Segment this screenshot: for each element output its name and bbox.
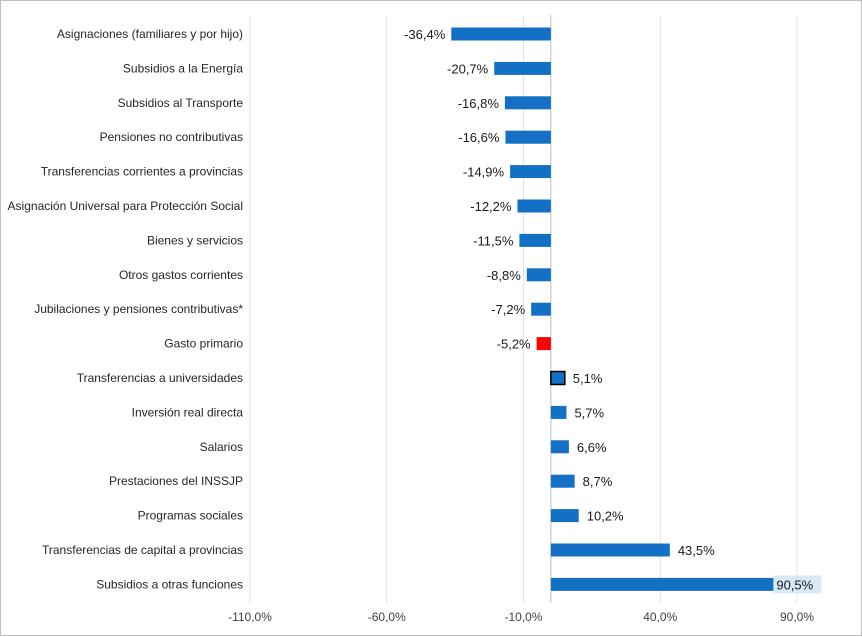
category-label: Otros gastos corrientes <box>119 268 243 282</box>
category-label: Jubilaciones y pensiones contributivas* <box>34 302 243 316</box>
category-label: Gasto primario <box>164 337 243 351</box>
value-label: 5,7% <box>574 405 604 420</box>
value-label: -7,2% <box>491 302 525 317</box>
category-label: Transferencias corrientes a provincias <box>41 165 243 179</box>
value-label: 8,7% <box>583 474 613 489</box>
bar <box>550 405 567 419</box>
bar <box>505 130 551 144</box>
category-label: Subsidios al Transporte <box>118 96 244 110</box>
bar <box>550 543 670 557</box>
bar <box>550 370 566 386</box>
bar <box>536 337 551 351</box>
x-tick-label: -60,0% <box>368 610 406 624</box>
value-label: -36,4% <box>404 27 446 42</box>
category-label: Inversión real directa <box>132 405 244 419</box>
bar <box>550 509 579 523</box>
value-label: -16,6% <box>458 130 500 145</box>
value-label: -16,8% <box>458 96 500 111</box>
category-label: Pensiones no contributivas <box>100 130 243 144</box>
value-label: 43,5% <box>678 543 715 558</box>
value-label: -5,2% <box>497 337 531 352</box>
bar <box>550 440 569 454</box>
category-label: Programas sociales <box>138 509 243 523</box>
bar <box>526 268 551 282</box>
value-label: -12,2% <box>470 199 512 214</box>
bar <box>510 165 551 179</box>
value-label-background <box>773 575 822 594</box>
x-tick-label: -110,0% <box>228 610 272 624</box>
category-label: Transferencias de capital a provincias <box>42 543 243 557</box>
bar <box>550 474 575 488</box>
category-label: Transferencias a universidades <box>77 371 243 385</box>
bar <box>517 199 551 213</box>
value-label: -20,7% <box>447 61 489 76</box>
value-labels: -36,4% -20,7% -16,8% -16,6% -14,9% -12,2% -11,… <box>404 27 822 594</box>
x-tick-labels: -110,0% -60,0% -10,0% 40,0% 90,0% <box>228 610 814 624</box>
x-tick-label: -10,0% <box>504 610 542 624</box>
category-labels: Asignaciones (familiares y por hijo) Subs… <box>8 27 244 591</box>
value-label: 6,6% <box>577 440 607 455</box>
x-tick-label: 90,0% <box>780 610 814 624</box>
bar <box>531 302 551 316</box>
bar <box>494 61 551 75</box>
category-label: Asignaciones (familiares y por hijo) <box>57 27 243 41</box>
value-label: -11,5% <box>473 233 514 248</box>
category-label: Bienes y servicios <box>147 233 243 247</box>
x-tick-label: 40,0% <box>643 610 677 624</box>
category-label: Salarios <box>200 440 243 454</box>
bar <box>519 233 551 247</box>
category-label: Subsidios a otras funciones <box>96 577 243 591</box>
bar <box>550 577 799 591</box>
value-label: -14,9% <box>463 165 505 180</box>
category-label: Subsidios a la Energía <box>123 61 243 75</box>
bar <box>504 96 551 110</box>
value-label: 10,2% <box>587 509 624 524</box>
category-label: Asignación Universal para Protección Soc… <box>8 199 243 213</box>
category-label: Prestaciones del INSSJP <box>109 474 243 488</box>
value-label: 5,1% <box>573 371 603 386</box>
bar <box>451 27 551 41</box>
value-label: -8,8% <box>487 268 521 283</box>
bars <box>451 27 799 591</box>
value-label: 90,5% <box>776 577 813 592</box>
